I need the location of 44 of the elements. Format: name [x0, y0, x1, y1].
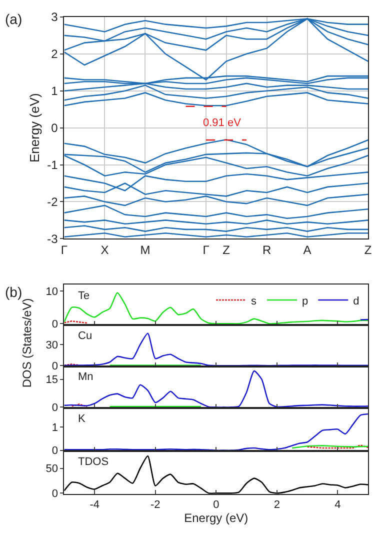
y-axis-title: Energy (eV)	[27, 93, 42, 162]
x-tick-label: -2	[150, 499, 160, 512]
y-tick-label: 30	[46, 339, 58, 352]
y-tick-label: 50	[46, 463, 58, 476]
text: (b)	[5, 284, 22, 300]
legend-label: d	[353, 295, 360, 308]
x-tick-label: A	[303, 243, 312, 258]
y-tick-label: 10	[46, 286, 58, 298]
x-tick-label: Z	[364, 243, 372, 258]
text: K	[78, 413, 86, 425]
y-tick-label: -1	[47, 158, 58, 172]
x-tick-label: R	[262, 243, 272, 258]
y-tick-label: -2	[47, 194, 58, 209]
text: Te	[78, 290, 90, 302]
annotation: 0.91 eV	[203, 117, 242, 129]
x-tick-label: Γ	[60, 243, 68, 258]
x-axis-title: Energy (eV)	[184, 511, 248, 526]
text: TDOS	[78, 456, 109, 468]
x-tick-label: 2	[274, 499, 280, 512]
chart-title: Mn	[78, 371, 94, 383]
y-tick-label: 0	[51, 121, 58, 136]
y-tick-label: 1	[52, 422, 58, 434]
text: (a)	[5, 11, 22, 27]
y-tick-label: 0	[52, 402, 58, 414]
y-tick-label: 1	[51, 84, 58, 98]
x-tick-label: M	[140, 243, 150, 258]
text: Cu	[78, 330, 92, 342]
y-tick-label: 0	[52, 360, 58, 372]
y-tick-label: -3	[47, 232, 58, 246]
x-tick-label: Z	[222, 243, 230, 258]
x-tick-label: X	[100, 243, 109, 258]
y-tick-label: 0	[52, 445, 58, 458]
y-tick-label: 2	[51, 47, 58, 62]
y-tick-label: 15	[46, 374, 58, 386]
y-tick-label: 0	[52, 318, 58, 331]
x-tick-label: 4	[334, 499, 341, 512]
legend-label: p	[302, 295, 308, 308]
y-tick-label: 0	[52, 488, 58, 500]
x-tick-label: 0	[213, 499, 220, 512]
y-tick-label: 3	[51, 10, 58, 24]
x-tick-label: -4	[90, 499, 100, 512]
y-axis-title: DOS (States/eV)	[20, 298, 34, 388]
legend-label: s	[251, 295, 258, 308]
x-tick-label: Γ	[202, 243, 210, 258]
